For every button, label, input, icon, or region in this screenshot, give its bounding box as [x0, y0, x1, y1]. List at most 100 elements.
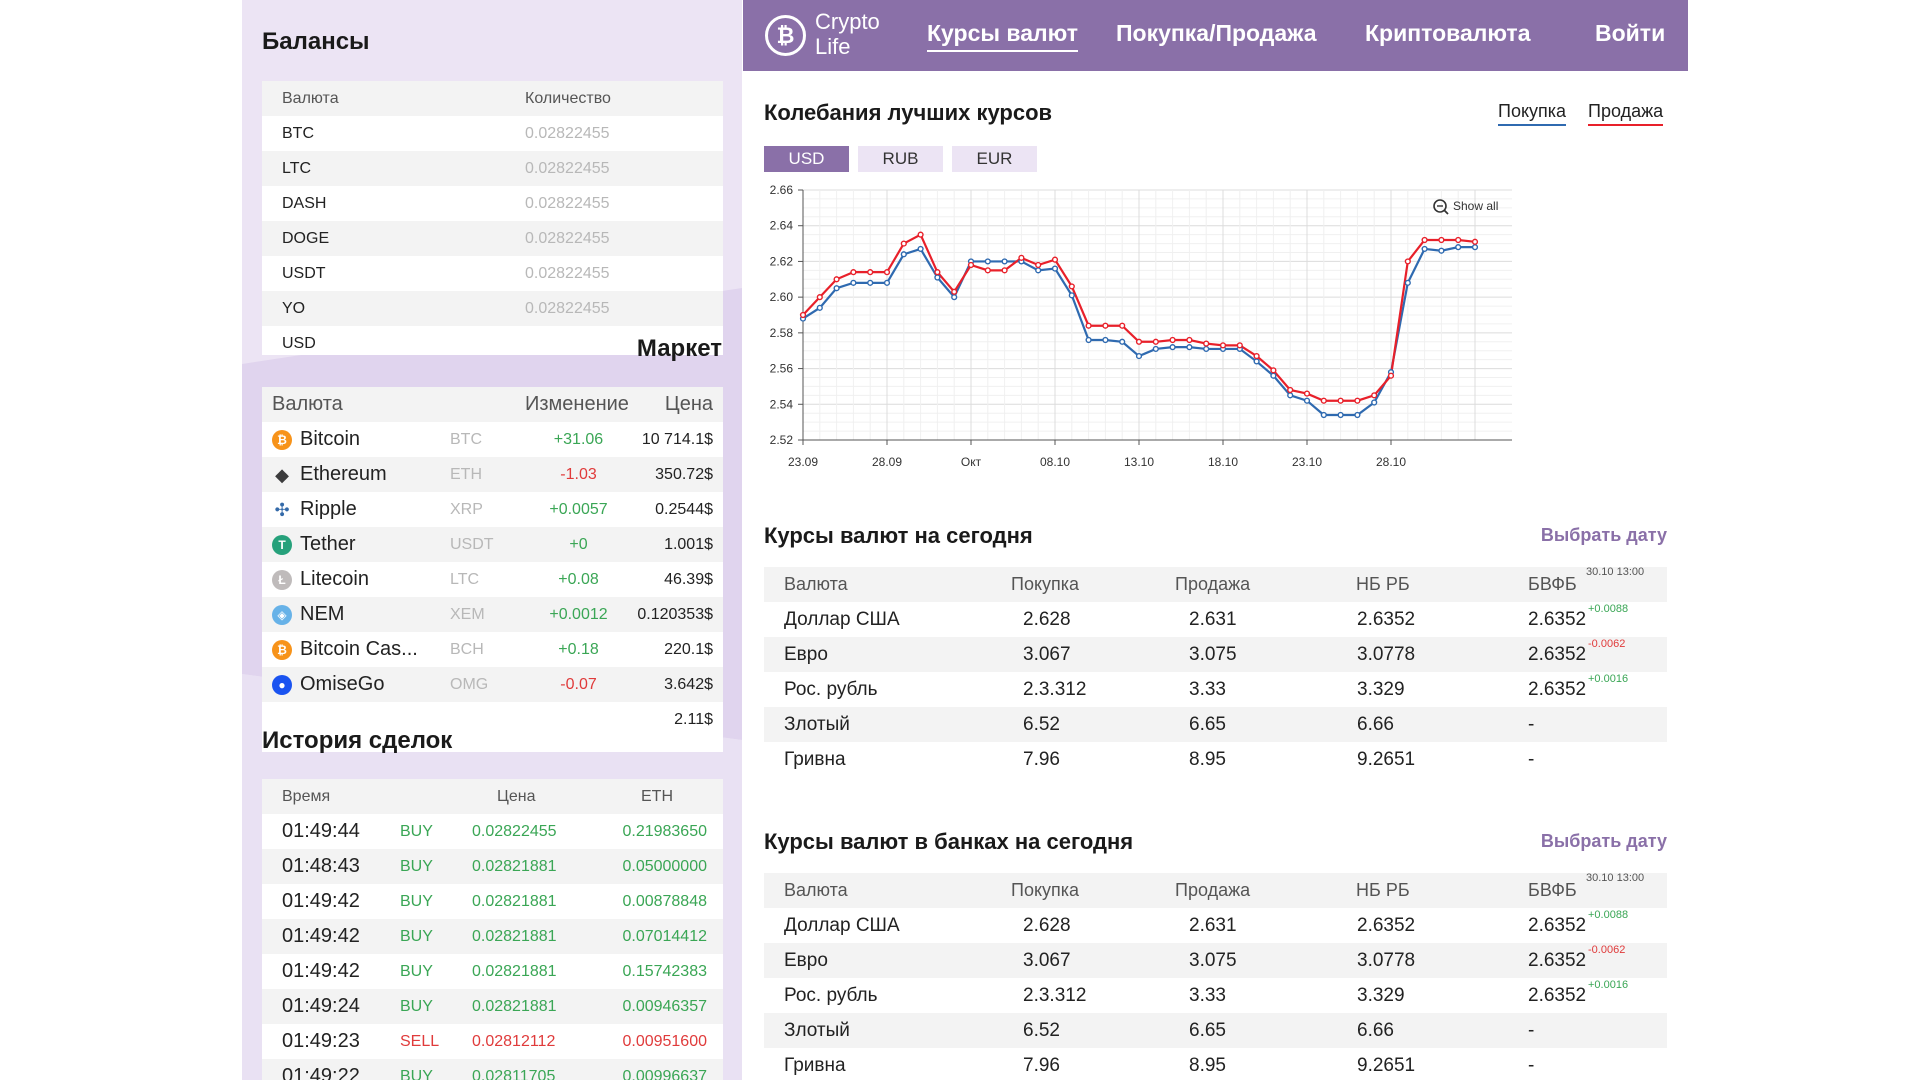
chart-point[interactable]: [816, 294, 823, 301]
chart-point[interactable]: [1421, 245, 1428, 253]
chart-point[interactable]: [850, 279, 857, 286]
logo-bitcoin-icon[interactable]: ₿: [765, 15, 806, 56]
chart-point[interactable]: [1337, 411, 1344, 419]
chart-point[interactable]: [833, 285, 840, 292]
chart-point[interactable]: [1018, 254, 1025, 261]
chart-point[interactable]: [1001, 258, 1008, 265]
chart-point[interactable]: [934, 269, 941, 276]
show-all-button[interactable]: Show all: [1433, 199, 1498, 215]
chart-point[interactable]: [1421, 236, 1428, 244]
nav-login[interactable]: Войти: [1595, 20, 1666, 46]
chart-point[interactable]: [917, 231, 924, 238]
chart-point[interactable]: [1135, 352, 1143, 360]
chart-point[interactable]: [1051, 256, 1059, 263]
chart-point[interactable]: [1320, 397, 1327, 404]
chart-point[interactable]: [1119, 338, 1126, 345]
chart-point[interactable]: [1287, 386, 1294, 394]
chart-point[interactable]: [1270, 367, 1277, 374]
chart-point[interactable]: [1119, 322, 1126, 329]
market-row[interactable]: ✣ Ripple XRP +0.0057 0.2544$: [262, 492, 723, 527]
chart-point[interactable]: [967, 261, 975, 269]
chart-point[interactable]: [900, 240, 907, 247]
market-row[interactable]: ◈ NEM XEM +0.0012 0.120353$: [262, 597, 723, 632]
currency-rub-button[interactable]: RUB: [858, 146, 943, 172]
chart-point[interactable]: [1203, 340, 1210, 347]
chart-point[interactable]: [850, 269, 857, 276]
bank-select-date-link[interactable]: Выбрать дату: [1540, 831, 1667, 851]
today-select-date-link[interactable]: Выбрать дату: [1540, 525, 1667, 545]
chart-point[interactable]: [1186, 336, 1193, 344]
chart-point[interactable]: [1135, 338, 1143, 345]
chart-point[interactable]: [1035, 267, 1042, 274]
chart-point[interactable]: [1387, 372, 1395, 379]
market-row[interactable]: ● OmiseGo OMG -0.07 3.642$: [262, 667, 723, 702]
chart-point[interactable]: [951, 294, 958, 301]
chart-point[interactable]: [1404, 258, 1411, 265]
chart-point[interactable]: [867, 279, 874, 286]
market-row[interactable]: Ł Litecoin LTC +0.08 46.39$: [262, 562, 723, 597]
x-tick-label: 08.10: [1040, 455, 1070, 469]
chart-point[interactable]: [984, 267, 991, 274]
chart-point[interactable]: [1085, 322, 1092, 329]
market-row[interactable]: 2.11$: [262, 702, 723, 737]
chart-point[interactable]: [1270, 372, 1277, 379]
chart-point[interactable]: [1001, 267, 1008, 274]
chart-point[interactable]: [883, 269, 891, 276]
chart-point[interactable]: [1354, 397, 1361, 404]
chart-point[interactable]: [867, 269, 874, 276]
chart-point[interactable]: [1152, 338, 1159, 345]
chart-point[interactable]: [1371, 392, 1378, 399]
chart-point[interactable]: [1438, 236, 1445, 244]
chart-point[interactable]: [951, 288, 958, 295]
chart-point[interactable]: [1371, 399, 1378, 406]
history-header-row: Время Цена ETH: [262, 779, 723, 814]
chart-point[interactable]: [833, 276, 840, 283]
chart-point[interactable]: [1186, 344, 1193, 351]
chart-point[interactable]: [900, 251, 907, 258]
chart-point[interactable]: [1354, 411, 1361, 419]
chart-point[interactable]: [1169, 336, 1176, 344]
market-row[interactable]: T Tether USDT +0 1.001$: [262, 527, 723, 562]
market-row[interactable]: ₿ Bitcoin BTC +31.06 10 714.1$: [262, 422, 723, 457]
nav-rates[interactable]: Курсы валют: [927, 20, 1078, 52]
currency-usd-button[interactable]: USD: [764, 146, 849, 172]
chart-point[interactable]: [934, 274, 941, 281]
chart-point[interactable]: [1337, 397, 1344, 404]
chart-point[interactable]: [1320, 411, 1327, 419]
chart-point[interactable]: [1471, 244, 1479, 251]
chart-point[interactable]: [1219, 342, 1227, 349]
chart-point[interactable]: [1253, 352, 1260, 360]
chart-point[interactable]: [1236, 342, 1243, 349]
chart-point[interactable]: [1068, 292, 1075, 299]
chart-point[interactable]: [1455, 236, 1462, 244]
link-buy[interactable]: Покупка: [1498, 101, 1567, 126]
chart-point[interactable]: [1102, 322, 1109, 329]
chart-point[interactable]: [1303, 390, 1311, 397]
chart-point[interactable]: [984, 258, 991, 265]
chart-point[interactable]: [816, 304, 823, 311]
chart-point[interactable]: [799, 311, 807, 319]
chart-point[interactable]: [1203, 345, 1210, 353]
chart-point[interactable]: [1253, 358, 1260, 365]
chart-point[interactable]: [1471, 238, 1479, 245]
chart-point[interactable]: [1287, 392, 1294, 399]
chart-point[interactable]: [1068, 283, 1075, 290]
link-sell[interactable]: Продажа: [1588, 101, 1664, 126]
chart-point[interactable]: [1085, 336, 1092, 344]
chart-point[interactable]: [1303, 397, 1311, 404]
currency-eur-button[interactable]: EUR: [952, 146, 1037, 172]
chart-point[interactable]: [883, 279, 891, 286]
market-row[interactable]: ◆ Ethereum ETH -1.03 350.72$: [262, 457, 723, 492]
chart-point[interactable]: [1152, 345, 1159, 353]
chart-point[interactable]: [917, 245, 924, 253]
nav-buy-sell[interactable]: Покупка/Продажа: [1116, 20, 1317, 46]
chart-point[interactable]: [1438, 247, 1445, 254]
nav-crypto[interactable]: Криптовалюта: [1365, 20, 1531, 46]
chart-point[interactable]: [1102, 336, 1109, 344]
chart-point[interactable]: [1455, 244, 1462, 251]
market-row[interactable]: ₿ Bitcoin Cas... BCH +0.18 220.1$: [262, 632, 723, 667]
chart-point[interactable]: [1404, 279, 1411, 286]
chart-point[interactable]: [1051, 265, 1059, 272]
chart-point[interactable]: [1169, 344, 1176, 351]
chart-point[interactable]: [1035, 261, 1042, 269]
